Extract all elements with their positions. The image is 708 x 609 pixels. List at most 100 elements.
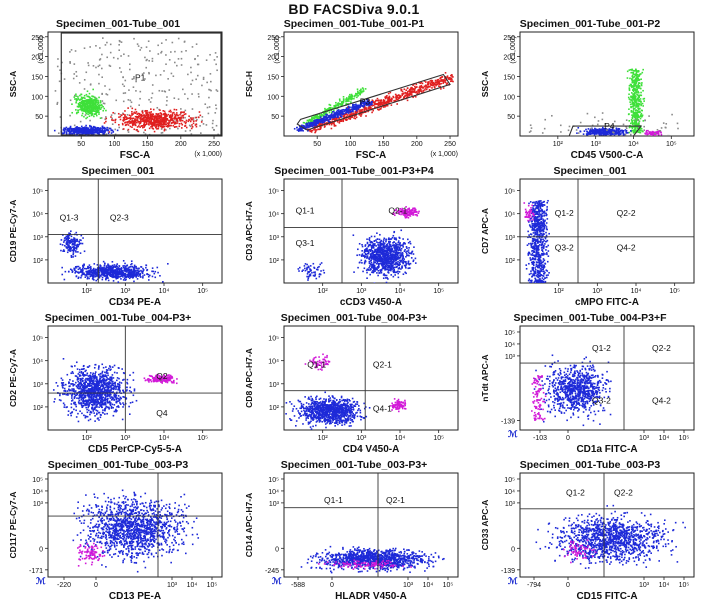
gate-label: P3 [360, 96, 371, 106]
y-tick-label: 10² [33, 258, 44, 265]
axis-mode-icon[interactable]: ℳ [508, 429, 518, 439]
y-tick-label: 0 [275, 546, 279, 553]
x-tick-label: 10² [553, 141, 564, 148]
y-axis-label: nTdt APC-A [480, 354, 490, 401]
x-tick-label: 10³ [592, 288, 603, 295]
quadrant-label: Q2-2 [614, 488, 633, 498]
x-tick-label: 10⁴ [659, 435, 670, 442]
x-tick-label: 10⁴ [628, 141, 639, 148]
y-tick-label: 150 [267, 74, 279, 81]
y-tick-label: 10³ [505, 501, 516, 508]
y-tick-label: 10⁴ [504, 342, 515, 349]
x-axis-label: HLADR V450-A [335, 591, 407, 602]
y-tick-label: 10⁵ [504, 477, 515, 484]
y-tick-label: 150 [503, 74, 515, 81]
x-tick-label: 10³ [167, 582, 178, 589]
quadrant-label: Q3-1 [296, 238, 315, 248]
x-tick-label: 10² [82, 288, 93, 295]
y-tick-label: 10⁵ [32, 477, 43, 484]
x-axis-label: CD1a FITC-A [576, 444, 637, 455]
x-tick-label: 10³ [591, 141, 602, 148]
x-tick-label: 10⁴ [395, 288, 406, 295]
x-axis-label: CD15 FITC-A [576, 591, 637, 602]
axis-mode-icon[interactable]: ℳ [272, 576, 282, 586]
x-tick-label: 10⁴ [159, 288, 170, 295]
y-tick-label: 10³ [33, 235, 44, 242]
x-tick-label: 10⁴ [659, 582, 670, 589]
x-tick-label: 10³ [356, 435, 367, 442]
y-tick-label: 50 [35, 114, 43, 121]
quadrant-label: Q2-3 [110, 213, 129, 223]
x-tick-label: 100 [345, 141, 357, 148]
x-tick-label: 10⁴ [631, 288, 642, 295]
x-tick-label: 10⁵ [207, 582, 218, 589]
x-tick-label: 50 [77, 141, 85, 148]
axis-mode-icon[interactable]: ℳ [36, 576, 46, 586]
y-tick-label: 10² [269, 405, 280, 412]
quadrant-label: Q2 [156, 371, 168, 381]
y-tick-label: 50 [271, 114, 279, 121]
x-scale-note: (x 1,000) [430, 151, 458, 158]
axis-mode-icon[interactable]: ℳ [508, 576, 518, 586]
y-tick-label: 10⁴ [268, 359, 279, 366]
quadrant-label: Q4-2 [617, 243, 636, 253]
x-tick-label: -588 [291, 582, 305, 589]
x-axis-label: FSC-A [356, 150, 387, 161]
quadrant-label: Q4-2 [652, 396, 671, 406]
y-tick-label: 10⁵ [32, 189, 43, 196]
y-tick-label: 10³ [269, 235, 280, 242]
y-tick-label: 10³ [505, 354, 516, 361]
quadrant-label: Q4 [156, 408, 168, 418]
y-axis-label: CD3 APC-H7-A [244, 201, 254, 261]
x-axis-label: CD34 PE-A [109, 297, 161, 308]
plot-frame [520, 326, 694, 430]
x-axis-label: CD13 PE-A [109, 591, 161, 602]
x-axis-label: cMPO FITC-A [575, 297, 639, 308]
quadrant-label: Q3-2 [555, 243, 574, 253]
y-axis-label: CD19 PE-Cy7-A [8, 200, 18, 263]
x-tick-label: 10⁴ [159, 435, 170, 442]
quadrant-label: Q1-3 [60, 213, 79, 223]
y-axis-label: CD33 APC-A [480, 500, 490, 551]
x-tick-label: 10³ [120, 288, 131, 295]
x-tick-label: 200 [411, 141, 423, 148]
x-tick-label: 10³ [356, 288, 367, 295]
x-tick-label: 10³ [639, 435, 650, 442]
x-tick-label: -220 [57, 582, 71, 589]
quadrant-label: Q1-1 [296, 206, 315, 216]
y-axis-label: CD2 PE-Cy7-A [8, 349, 18, 407]
x-tick-label: 10² [318, 435, 329, 442]
y-tick-label: 10⁵ [504, 189, 515, 196]
x-axis-label: CD5 PerCP-Cy5-5-A [88, 444, 182, 455]
y-tick-label: 10⁴ [32, 489, 43, 496]
y-tick-label: 10⁴ [268, 489, 279, 496]
x-tick-label: 10³ [403, 582, 414, 589]
x-tick-label: 10⁴ [395, 435, 406, 442]
quadrant-label: Q2-2 [617, 208, 636, 218]
x-axis-label: FSC-A [120, 150, 151, 161]
quadrant-label: Q2-1 [373, 360, 392, 370]
y-tick-label: 100 [31, 94, 43, 101]
x-tick-label: 10⁵ [679, 582, 690, 589]
x-tick-label: -794 [527, 582, 541, 589]
y-tick-label: 10² [505, 258, 516, 265]
y-axis-label: FSC-H [244, 71, 254, 97]
y-tick-label: 10⁵ [268, 336, 279, 343]
x-tick-label: 10² [82, 435, 93, 442]
y-axis-label: CD8 APC-H7-A [244, 348, 254, 408]
y-tick-label: -171 [29, 568, 43, 575]
quadrant-label: Q3-2 [592, 396, 611, 406]
y-tick-label: 10⁴ [504, 489, 515, 496]
y-tick-label: 10³ [505, 235, 516, 242]
x-tick-label: 10² [554, 288, 565, 295]
